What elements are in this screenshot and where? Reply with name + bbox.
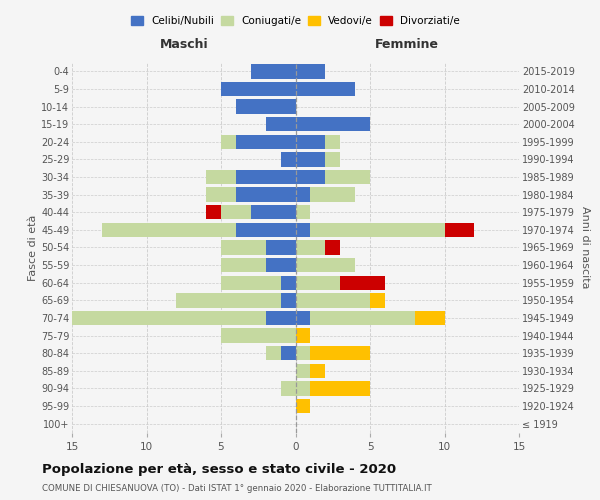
Bar xyxy=(266,117,296,132)
Bar xyxy=(370,293,385,308)
Bar xyxy=(310,311,415,325)
Bar xyxy=(236,188,296,202)
Bar xyxy=(296,152,325,166)
Bar xyxy=(221,205,251,220)
Bar xyxy=(296,170,325,184)
Bar xyxy=(176,293,281,308)
Bar xyxy=(296,82,355,96)
Bar xyxy=(266,258,296,272)
Bar xyxy=(296,399,310,413)
Bar xyxy=(221,82,296,96)
Bar xyxy=(325,134,340,149)
Text: Femmine: Femmine xyxy=(375,38,439,51)
Bar xyxy=(206,188,236,202)
Bar xyxy=(296,64,325,78)
Bar xyxy=(296,311,310,325)
Bar xyxy=(340,276,385,290)
Bar xyxy=(310,381,370,396)
Bar xyxy=(266,346,281,360)
Bar xyxy=(206,205,221,220)
Bar xyxy=(236,170,296,184)
Bar xyxy=(266,240,296,254)
Bar xyxy=(296,205,310,220)
Bar xyxy=(281,381,296,396)
Bar xyxy=(72,311,266,325)
Bar xyxy=(281,293,296,308)
Bar xyxy=(296,364,310,378)
Bar xyxy=(206,170,236,184)
Bar xyxy=(310,222,445,237)
Bar xyxy=(325,152,340,166)
Bar xyxy=(445,222,475,237)
Bar xyxy=(221,258,266,272)
Bar xyxy=(281,276,296,290)
Bar xyxy=(296,222,310,237)
Bar xyxy=(236,222,296,237)
Bar xyxy=(296,293,370,308)
Bar xyxy=(310,188,355,202)
Bar xyxy=(296,117,370,132)
Y-axis label: Anni di nascita: Anni di nascita xyxy=(580,206,590,289)
Bar xyxy=(281,152,296,166)
Text: Maschi: Maschi xyxy=(160,38,208,51)
Bar xyxy=(251,64,296,78)
Y-axis label: Fasce di età: Fasce di età xyxy=(28,214,38,280)
Bar xyxy=(221,328,296,343)
Bar xyxy=(296,381,310,396)
Bar xyxy=(221,240,266,254)
Bar xyxy=(281,346,296,360)
Bar xyxy=(296,346,310,360)
Bar xyxy=(251,205,296,220)
Bar xyxy=(296,258,355,272)
Bar xyxy=(236,134,296,149)
Bar xyxy=(296,328,310,343)
Text: Popolazione per età, sesso e stato civile - 2020: Popolazione per età, sesso e stato civil… xyxy=(42,462,396,475)
Bar xyxy=(325,240,340,254)
Bar xyxy=(221,276,281,290)
Bar xyxy=(310,346,370,360)
Bar xyxy=(221,134,236,149)
Legend: Celibi/Nubili, Coniugati/e, Vedovi/e, Divorziati/e: Celibi/Nubili, Coniugati/e, Vedovi/e, Di… xyxy=(131,16,460,26)
Bar xyxy=(102,222,236,237)
Text: COMUNE DI CHIESANUOVA (TO) - Dati ISTAT 1° gennaio 2020 - Elaborazione TUTTITALI: COMUNE DI CHIESANUOVA (TO) - Dati ISTAT … xyxy=(42,484,432,493)
Bar xyxy=(266,311,296,325)
Bar xyxy=(325,170,370,184)
Bar xyxy=(296,240,325,254)
Bar xyxy=(296,134,325,149)
Bar xyxy=(415,311,445,325)
Bar xyxy=(296,188,310,202)
Bar xyxy=(310,364,325,378)
Bar xyxy=(296,276,340,290)
Bar xyxy=(236,100,296,114)
